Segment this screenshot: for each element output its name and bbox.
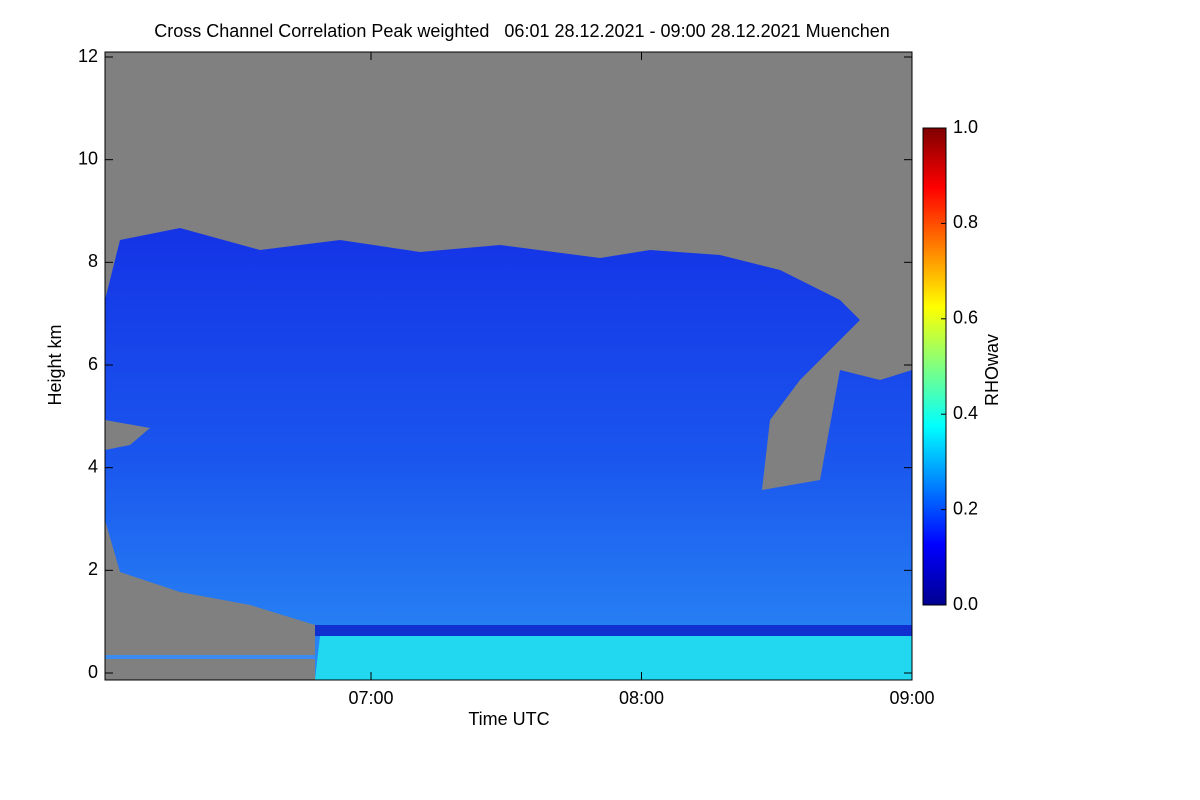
x-tick-label: 09:00	[889, 688, 934, 708]
colorbar	[922, 127, 947, 606]
plot-frame	[104, 51, 913, 681]
y-tick-label: 2	[88, 559, 98, 579]
colorbar-tick-label: 0.0	[953, 594, 978, 614]
lower-layer	[315, 636, 912, 680]
y-tick-label: 12	[78, 46, 98, 66]
colorbar-tick-label: 0.4	[953, 403, 978, 423]
x-tick-label: 08:00	[619, 688, 664, 708]
cloud-region	[105, 228, 912, 680]
x-axis-label: Time UTC	[468, 709, 549, 729]
y-axis-label: Height km	[45, 324, 65, 405]
y-tick-label: 0	[88, 662, 98, 682]
layer-band	[315, 625, 912, 636]
y-tick-label: 6	[88, 354, 98, 374]
no-data-patch	[105, 420, 150, 450]
colorbar-label: RHOwav	[982, 334, 1002, 406]
x-tick-label: 07:00	[348, 688, 393, 708]
y-tick-label: 10	[78, 148, 98, 168]
chart-title: Cross Channel Correlation Peak weighted …	[154, 21, 890, 41]
colorbar-tick-label: 0.6	[953, 308, 978, 328]
y-tick-label: 4	[88, 456, 98, 476]
heatmap-field	[105, 52, 912, 680]
y-tick-label: 8	[88, 251, 98, 271]
colorbar-tick-label: 0.8	[953, 212, 978, 232]
near-ground-band	[105, 655, 315, 659]
colorbar-tick-label: 0.2	[953, 498, 978, 518]
colorbar-tick-label: 1.0	[953, 117, 978, 137]
